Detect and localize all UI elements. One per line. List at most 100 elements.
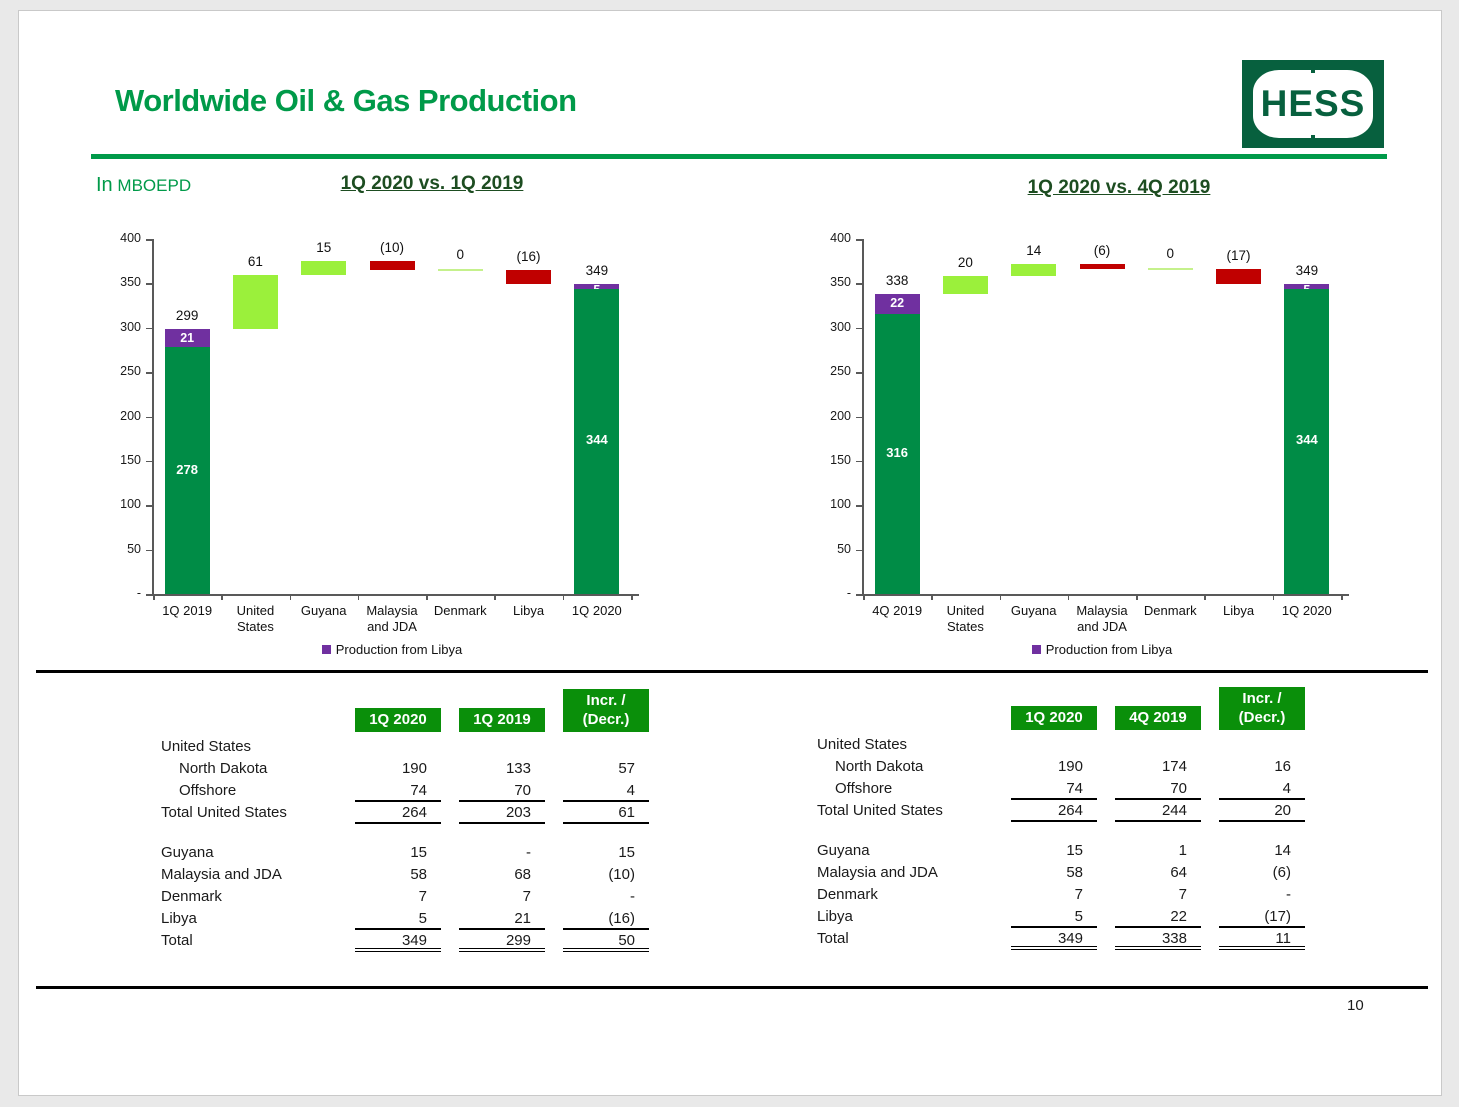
table-value-cell: 16 [1274,758,1291,775]
table-column-header-line: 1Q 2020 [1025,709,1083,726]
y-axis-tick-label: 300 [120,319,141,334]
table-value-cell: 5 [1011,906,1097,928]
table-column-header-line: Incr. / [586,692,626,709]
x-axis-category-label-line: Malaysia [1076,603,1128,618]
table-spacer-cell [355,824,441,842]
table-value-cell [1011,734,1097,756]
bar-libya-value-label: 22 [890,296,905,311]
unit-label: In MBOEPD [96,174,191,197]
table-row-label: North Dakota [179,760,268,777]
table-column-header: Incr. / (Decr.) [563,689,649,732]
x-axis-tick [1341,594,1343,600]
bar-segment-base [164,347,210,594]
bar-segment-libya [574,284,620,289]
table-value-cell [1115,734,1201,756]
table-spacer-cell [563,824,649,842]
y-axis-tick [146,239,153,241]
table-column-header: 1Q 2020 [1011,706,1097,730]
table-value-cell: 4 [563,780,649,802]
table-value-cell: 61 [563,802,649,824]
y-axis-tick [856,505,863,507]
x-axis-category-label-line: United [946,603,985,618]
bar-value-label: 316 [886,444,908,460]
production-table-1q2020-vs-4q2019: 1Q 2020 4Q 2019 Incr. / (Decr.) United State… [817,687,1305,950]
y-axis-tick [856,283,863,285]
table-value-cell [563,736,649,758]
table-row-label: Offshore [179,782,237,799]
y-axis-tick-label: - [846,586,851,600]
bar-segment-base [1284,288,1330,594]
x-axis-tick [1272,594,1275,600]
y-axis-tick-label: 300 [830,319,851,334]
table-row-label: Guyana [161,844,214,861]
table-column-header: 1Q 2020 [355,708,441,732]
hess-logo-notch-bottom [1311,135,1315,148]
legend-libya-label: Production from Libya [335,642,463,657]
y-axis-tick-label: 150 [830,452,851,467]
table-value-cell [459,736,545,758]
x-axis-category-label: 4Q 2019 [841,603,953,619]
y-axis-tick [146,505,153,507]
bar-segment-libya [164,328,210,348]
y-axis-tick [146,327,153,330]
x-axis-tick [1204,594,1206,600]
hess-logo: HESS [1242,60,1384,148]
table-value-cell: 15 [410,844,427,861]
x-axis-line [153,594,639,596]
x-axis-category-label-line: 1Q 2020 [1281,603,1332,618]
y-axis-tick [856,549,863,552]
y-axis-tick-label: 100 [830,497,851,512]
table-spacer-cell [161,824,337,842]
section-separator-line [36,670,1428,673]
table-column-header-line: (Decr.) [1238,709,1286,726]
table-value-cell: 190 [401,760,427,777]
bar-value-label: 278 [176,461,198,477]
y-axis-tick-label: - [136,586,141,600]
bar-change-label: (17) [1226,248,1251,264]
unit-label-name: MBOEPD [117,176,192,195]
x-axis-category-label-line: and JDA [367,619,417,634]
x-axis-category-label-line: Libya [513,603,545,618]
x-axis-tick [426,594,428,600]
table-value-cell: - [526,844,531,861]
bar-change-label: (16) [516,249,541,265]
x-axis-tick [357,594,360,600]
table-column-header: 4Q 2019 [1115,706,1201,730]
table-row-label: Total United States [817,802,943,819]
table-column-header-line: (Decr.) [582,711,630,728]
table-value-cell: - [630,888,635,905]
table-column-header: Incr. / (Decr.) [1219,687,1305,730]
y-axis-tick-label: 50 [127,541,141,556]
table-spacer-cell [1115,822,1201,840]
bar-segment-change [506,270,552,285]
table-value-cell: 14 [1274,842,1291,859]
waterfall-chart-1q2020-vs-4q2019: 400 350 300 250 200 150 100 50-316 22 338 4Q 2019 2… [806,229,1376,677]
table-value-cell: 15 [1066,842,1083,859]
table-value-cell: 7 [1074,886,1083,903]
table-value-cell: 5 [355,908,441,930]
table-row-label: North Dakota [835,758,924,775]
x-axis-category-label-line: Guyana [300,603,347,618]
y-axis-tick-label: 400 [120,231,141,245]
x-axis-category-label-line: Libya [1223,603,1255,618]
x-axis-tick [631,594,633,600]
x-axis-tick [863,594,865,600]
y-axis-tick [856,239,863,241]
table-value-cell: 338 [1115,928,1201,950]
x-axis-tick [289,594,292,600]
x-axis-tick [931,594,933,600]
bar-segment-zero [1147,268,1193,271]
bar-segment-change [1079,263,1125,270]
legend-libya-swatch [1031,645,1041,654]
x-axis-category-label-line: Denmark [1143,603,1197,618]
table-value-cell: 74 [1011,778,1097,800]
x-axis-category-label: Guyana [978,603,1090,619]
x-axis-tick [221,594,223,600]
x-axis-line [863,594,1349,596]
table-value-cell: 15 [618,844,635,861]
table-value-cell: 20 [1219,800,1305,822]
bar-total-label: 338 [885,273,909,289]
table-value-cell: (17) [1219,906,1305,928]
bar-segment-change [369,261,415,271]
table-row-label: Denmark [161,888,222,905]
